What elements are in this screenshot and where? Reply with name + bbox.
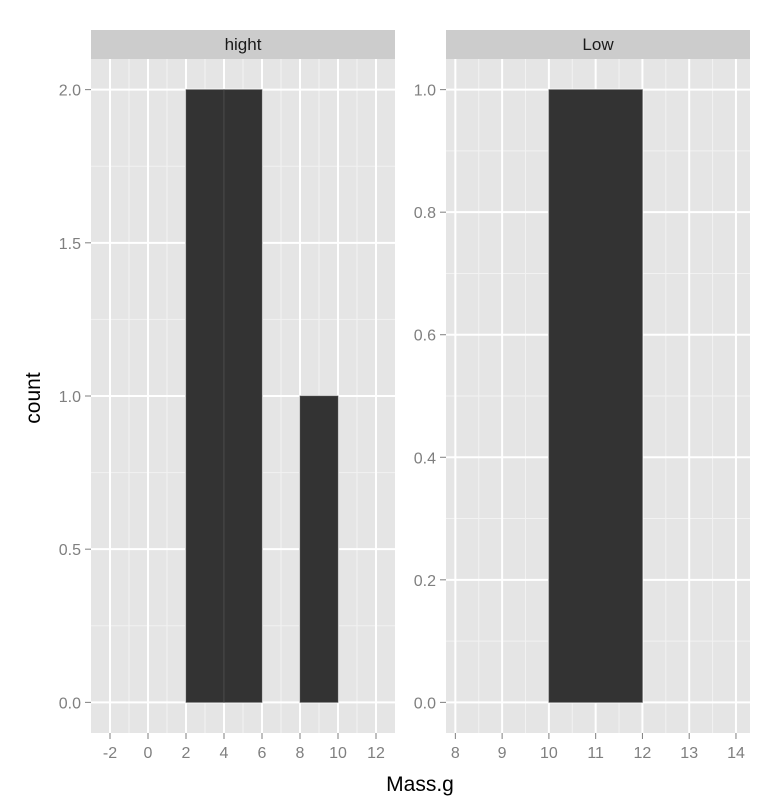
x-tick-label: 4 [220, 745, 229, 762]
y-tick-label: 0.6 [414, 328, 436, 345]
panels-group: hight 0.0 0.5 1.0 1.5 2.0 -2 0 2 4 6 8 10 12 Low 0.0 0.2… [59, 30, 750, 762]
x-tick-label: 9 [498, 745, 507, 762]
y-tick-label: 2.0 [59, 83, 81, 100]
histogram-bar [185, 89, 225, 703]
x-tick-label: 11 [587, 745, 604, 762]
x-tick-label: 10 [329, 745, 347, 762]
x-tick-label: 12 [634, 745, 652, 762]
x-tick-label: 14 [727, 745, 745, 762]
x-tick-label: 0 [144, 745, 153, 762]
histogram-bar [223, 89, 263, 703]
y-tick-label: 0.4 [414, 450, 436, 467]
x-tick-label: 2 [182, 745, 191, 762]
y-tick-label: 1.5 [59, 236, 81, 253]
y-tick-label: 0.2 [414, 573, 436, 590]
y-tick-label: 0.8 [414, 205, 436, 222]
y-tick-label: 1.0 [414, 83, 436, 100]
x-tick-label: 8 [296, 745, 305, 762]
facet-strip [446, 30, 750, 59]
facet-strip-label: Low [582, 35, 614, 54]
y-axis-title: count [22, 372, 45, 424]
histogram-bar [299, 395, 339, 703]
y-tick-label: 0.0 [414, 695, 436, 712]
x-axis-title: Mass.g [386, 773, 454, 796]
x-tick-label: 10 [540, 745, 558, 762]
x-tick-label: 13 [680, 745, 698, 762]
panel-1: hight 0.0 0.5 1.0 1.5 2.0 -2 0 2 4 6 8 10 12 [59, 30, 395, 762]
panel-2: Low 0.0 0.2 0.4 0.6 0.8 1.0 8 9 10 11 12 13 14 [414, 30, 750, 762]
facet-strip [91, 30, 395, 59]
facet-strip-label: hight [225, 35, 262, 54]
y-tick-label: 0.5 [59, 542, 81, 559]
x-tick-label: 8 [451, 745, 460, 762]
x-tick-label: -2 [103, 745, 117, 762]
histogram-bar [548, 89, 643, 703]
y-tick-label: 1.0 [59, 389, 81, 406]
y-tick-label: 0.0 [59, 695, 81, 712]
x-tick-label: 6 [258, 745, 267, 762]
x-tick-label: 12 [367, 745, 385, 762]
